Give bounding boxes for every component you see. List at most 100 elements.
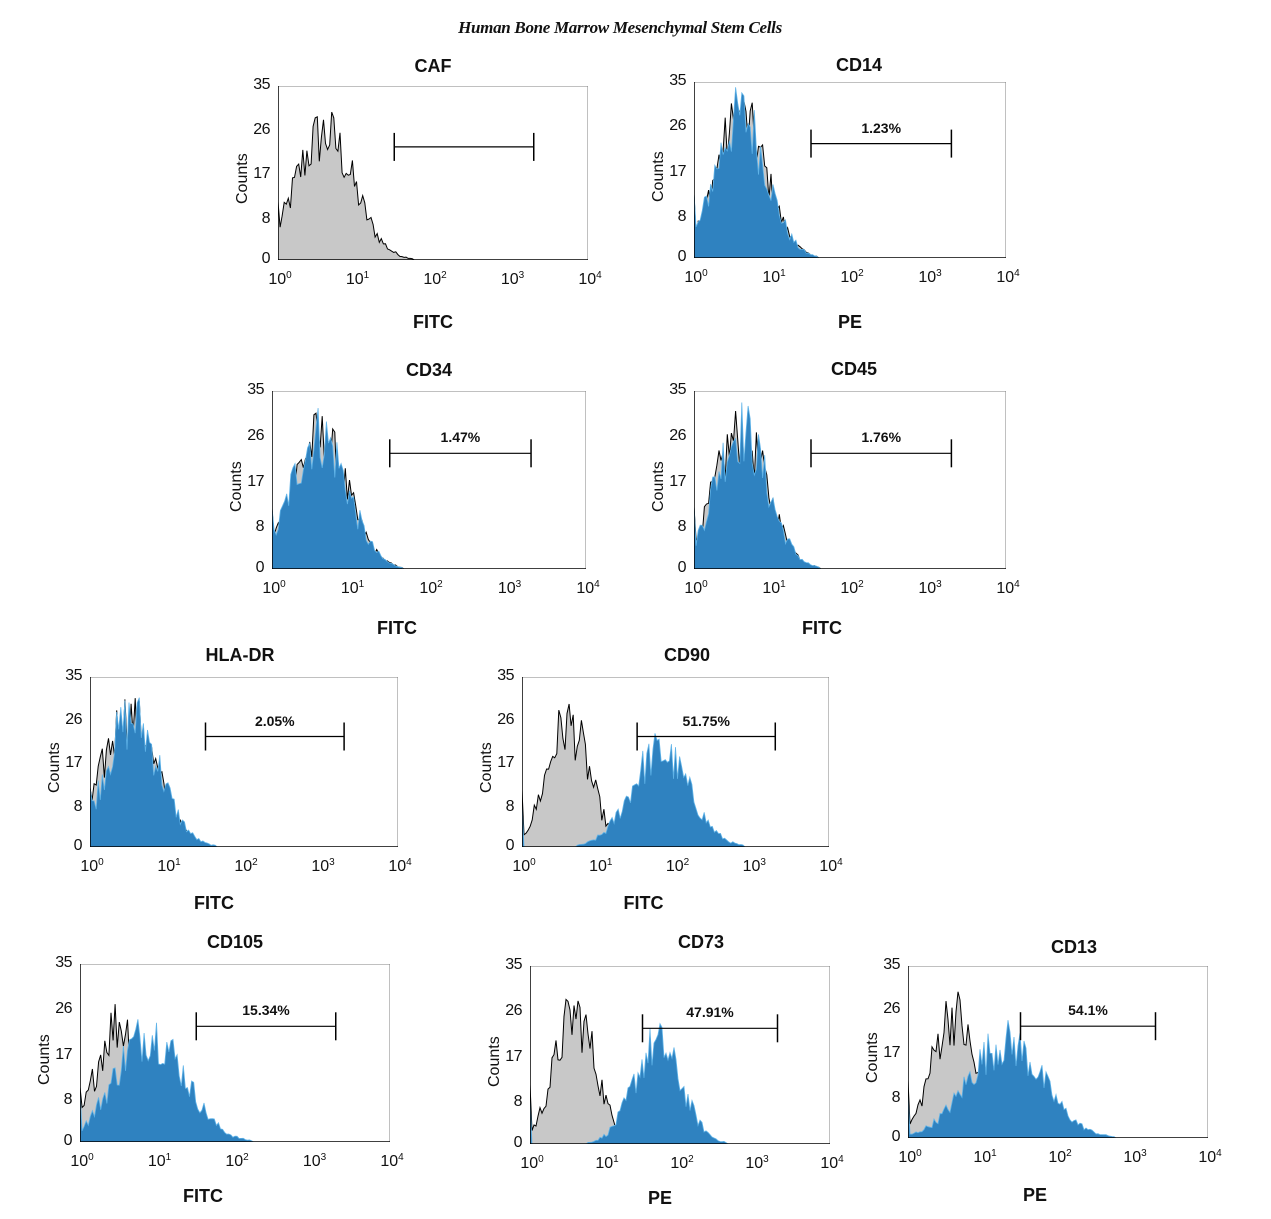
x-tick-exponent: 1 xyxy=(363,270,370,281)
x-tick-base: 10 xyxy=(762,269,781,286)
x-tick-exponent: 4 xyxy=(398,1152,404,1163)
x-tick-label: 102 xyxy=(832,579,872,598)
x-tick-base: 10 xyxy=(840,580,859,597)
x-tick-base: 10 xyxy=(500,271,519,288)
x-axis-label-cd73: PE xyxy=(647,1188,672,1208)
y-tick-label: 17 xyxy=(55,1045,72,1063)
x-tick-exponent: 4 xyxy=(1014,579,1020,590)
x-tick-base: 10 xyxy=(268,271,287,288)
x-tick-label: 104 xyxy=(568,579,608,598)
x-tick-exponent: 2 xyxy=(688,1154,694,1165)
gate-percentage-cd73: 47.91% xyxy=(686,1004,734,1021)
x-tick-label: 102 xyxy=(411,579,451,598)
x-tick-base: 10 xyxy=(589,858,607,875)
y-tick-label: 35 xyxy=(883,956,900,973)
x-tick-base: 10 xyxy=(512,858,531,875)
x-axis-label-cd34: FITC xyxy=(377,618,417,638)
control-histogram-cd90 xyxy=(522,703,829,847)
x-tick-base: 10 xyxy=(157,858,176,875)
x-tick-base: 10 xyxy=(70,1153,89,1170)
sample-histogram-cd34 xyxy=(272,408,586,569)
x-tick-label: 100 xyxy=(676,579,716,598)
x-tick-base: 10 xyxy=(345,271,364,288)
x-tick-label: 103 xyxy=(1115,1148,1155,1167)
y-tick-label: 26 xyxy=(669,117,686,135)
figure-title: Human Bone Marrow Mesenchymal Stem Cells xyxy=(458,18,782,37)
x-tick-label: 100 xyxy=(504,857,544,876)
x-tick-exponent: 2 xyxy=(441,270,447,281)
x-tick-exponent: 3 xyxy=(329,857,335,868)
y-tick-label: 17 xyxy=(497,754,514,772)
x-tick-base: 10 xyxy=(996,269,1015,286)
x-tick-label: 104 xyxy=(380,857,420,876)
control-histogram-caf xyxy=(278,111,588,260)
gate-percentage-cd45: 1.76% xyxy=(861,429,902,446)
x-tick-label: 101 xyxy=(581,857,621,876)
x-axis-label-cd90: FITC xyxy=(623,893,664,913)
x-tick-exponent: 4 xyxy=(837,857,843,868)
y-tick-label: 35 xyxy=(65,667,82,684)
y-tick-label: 0 xyxy=(255,559,265,576)
x-tick-exponent: 2 xyxy=(858,268,864,279)
x-tick-label: 101 xyxy=(140,1152,180,1171)
panel-title-cd13: CD13 xyxy=(1050,937,1098,957)
gate-percentage-hla-dr: 2.05% xyxy=(254,712,295,729)
control-histogram-cd73 xyxy=(530,998,830,1144)
x-tick-base: 10 xyxy=(1123,1149,1142,1166)
y-tick-label: 35 xyxy=(497,667,514,684)
x-tick-base: 10 xyxy=(670,1155,689,1172)
y-tick-label: 8 xyxy=(513,1093,523,1111)
x-tick-label: 101 xyxy=(333,579,373,598)
y-tick-label: 8 xyxy=(677,518,687,536)
sample-histogram-cd13 xyxy=(908,1020,1208,1138)
x-tick-label: 101 xyxy=(965,1148,1005,1167)
y-tick-label: 17 xyxy=(247,472,264,490)
x-tick-label: 100 xyxy=(72,857,112,876)
x-tick-label: 100 xyxy=(890,1148,930,1167)
x-tick-exponent: 0 xyxy=(98,857,104,868)
x-tick-exponent: 0 xyxy=(702,268,708,279)
x-tick-exponent: 2 xyxy=(437,579,443,590)
panel-title-hla-dr: HLA-DR xyxy=(205,645,275,665)
panel-title-caf: CAF xyxy=(414,56,452,76)
x-tick-base: 10 xyxy=(340,580,359,597)
x-tick-base: 10 xyxy=(1198,1149,1217,1166)
histogram-plot-cd73 xyxy=(530,966,830,1144)
x-tick-exponent: 0 xyxy=(538,1154,544,1165)
y-tick-label: 17 xyxy=(505,1047,522,1065)
y-tick-label: 35 xyxy=(505,956,522,973)
x-tick-exponent: 4 xyxy=(1014,268,1020,279)
x-tick-label: 103 xyxy=(737,1154,777,1173)
x-axis-label-cd45: FITC xyxy=(802,618,842,638)
x-tick-base: 10 xyxy=(820,1155,839,1172)
panel-title-cd45: CD45 xyxy=(830,359,878,379)
x-tick-exponent: 1 xyxy=(165,1152,172,1163)
x-tick-base: 10 xyxy=(898,1149,917,1166)
x-tick-label: 102 xyxy=(658,857,698,876)
y-tick-label: 0 xyxy=(891,1128,901,1145)
panel-title-cd34: CD34 xyxy=(405,360,453,380)
x-tick-label: 102 xyxy=(662,1154,702,1173)
x-tick-exponent: 2 xyxy=(252,857,258,868)
x-tick-label: 104 xyxy=(988,268,1028,287)
histogram-plot-cd90 xyxy=(522,677,829,847)
y-tick-label: 8 xyxy=(891,1088,901,1106)
x-tick-label: 104 xyxy=(988,579,1028,598)
x-tick-exponent: 3 xyxy=(936,268,942,279)
x-tick-base: 10 xyxy=(578,271,597,288)
x-tick-base: 10 xyxy=(388,858,407,875)
y-tick-label: 17 xyxy=(883,1044,900,1062)
x-tick-base: 10 xyxy=(576,580,595,597)
x-tick-base: 10 xyxy=(302,1153,321,1170)
x-tick-exponent: 3 xyxy=(515,579,522,590)
x-tick-base: 10 xyxy=(918,269,937,286)
y-tick-label: 35 xyxy=(247,381,264,398)
x-tick-exponent: 3 xyxy=(763,1154,769,1165)
y-tick-label: 17 xyxy=(253,165,270,183)
y-tick-label: 0 xyxy=(63,1132,73,1149)
x-tick-exponent: 3 xyxy=(1141,1148,1147,1159)
x-axis-label-cd13: PE xyxy=(1022,1185,1047,1205)
x-tick-exponent: 1 xyxy=(175,857,181,868)
x-tick-base: 10 xyxy=(684,269,703,286)
x-tick-label: 104 xyxy=(812,1154,852,1173)
